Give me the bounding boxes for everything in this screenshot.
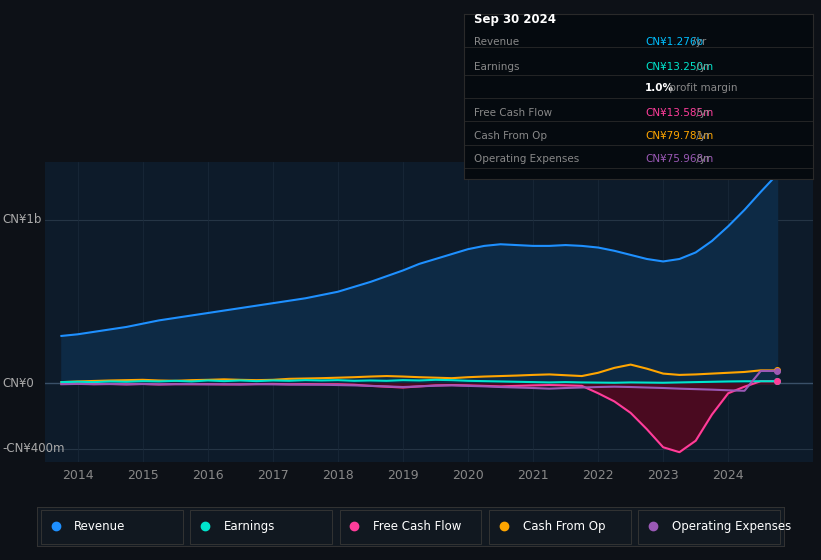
Text: Cash From Op: Cash From Op xyxy=(475,131,548,141)
Text: Revenue: Revenue xyxy=(475,37,520,47)
Text: profit margin: profit margin xyxy=(667,83,738,94)
Text: -CN¥400m: -CN¥400m xyxy=(2,442,65,455)
Text: Sep 30 2024: Sep 30 2024 xyxy=(475,12,557,26)
Text: /yr: /yr xyxy=(694,131,711,141)
Text: /yr: /yr xyxy=(689,37,706,47)
Text: CN¥79.781m: CN¥79.781m xyxy=(645,131,713,141)
Text: 1.0%: 1.0% xyxy=(645,83,674,94)
Text: /yr: /yr xyxy=(694,108,711,118)
Text: /yr: /yr xyxy=(694,62,711,72)
Text: Operating Expenses: Operating Expenses xyxy=(475,155,580,164)
Text: CN¥0: CN¥0 xyxy=(2,377,34,390)
Text: CN¥1b: CN¥1b xyxy=(2,213,42,226)
Text: Earnings: Earnings xyxy=(475,62,520,72)
Text: CN¥13.585m: CN¥13.585m xyxy=(645,108,713,118)
Text: Free Cash Flow: Free Cash Flow xyxy=(374,520,461,533)
Text: CN¥13.250m: CN¥13.250m xyxy=(645,62,713,72)
Text: CN¥75.968m: CN¥75.968m xyxy=(645,155,713,164)
Text: Cash From Op: Cash From Op xyxy=(523,520,605,533)
Text: Operating Expenses: Operating Expenses xyxy=(672,520,791,533)
Text: Free Cash Flow: Free Cash Flow xyxy=(475,108,553,118)
Text: /yr: /yr xyxy=(694,155,711,164)
Text: CN¥1.276b: CN¥1.276b xyxy=(645,37,704,47)
Text: Earnings: Earnings xyxy=(223,520,275,533)
Text: Revenue: Revenue xyxy=(74,520,126,533)
